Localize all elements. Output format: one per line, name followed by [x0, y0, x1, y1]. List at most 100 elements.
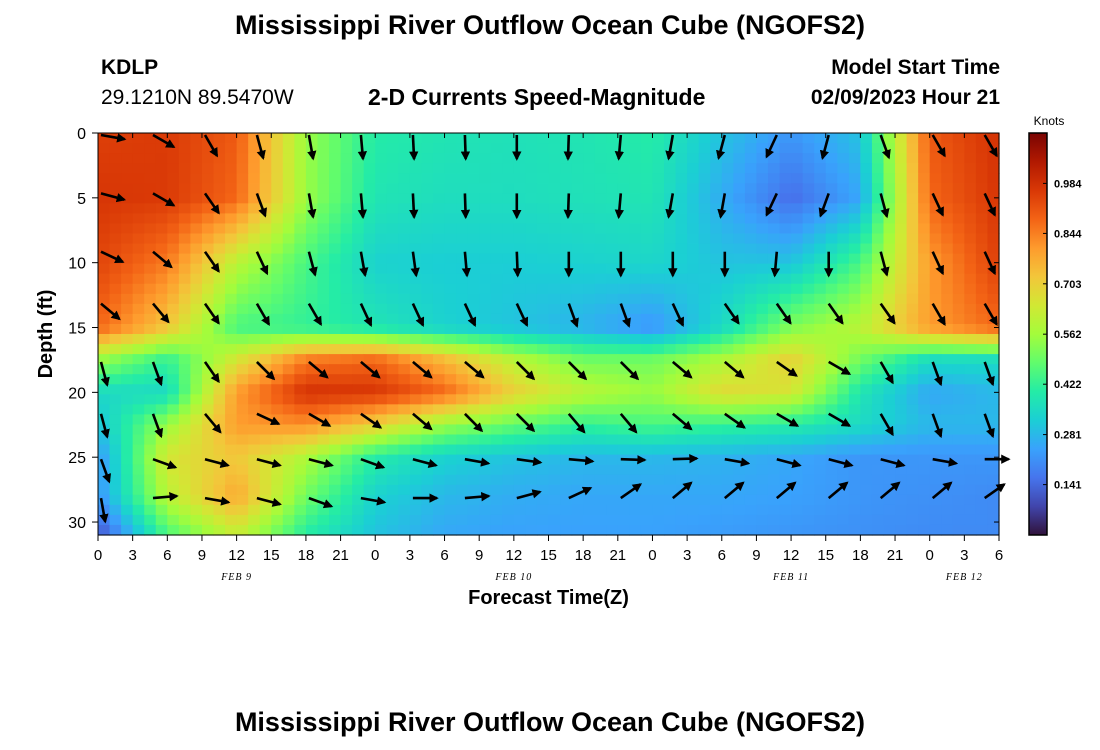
- colorbar-tick-label: 0.844: [1054, 228, 1082, 240]
- heatmap-cell: [952, 173, 965, 184]
- current-vector-arrow: [672, 453, 699, 464]
- current-vector-arrow: [99, 458, 112, 484]
- heatmap-cell: [779, 213, 792, 225]
- heatmap-cell: [317, 243, 330, 255]
- heatmap-cell: [756, 233, 769, 245]
- heatmap-cell: [583, 233, 596, 245]
- heatmap-cell: [721, 374, 734, 385]
- heatmap-cell: [860, 223, 873, 235]
- heatmap-cell: [352, 344, 365, 355]
- heatmap-cell: [271, 334, 284, 345]
- heatmap-cell: [467, 203, 480, 214]
- heatmap-cell: [294, 143, 307, 154]
- heatmap-cell: [502, 424, 515, 436]
- heatmap-cell: [791, 173, 804, 184]
- heatmap-cell: [340, 193, 353, 204]
- heatmap-cell: [767, 454, 781, 466]
- heatmap-cell: [329, 514, 342, 526]
- heatmap-cell: [548, 394, 561, 405]
- heatmap-cell: [352, 203, 365, 214]
- heatmap-cell: [513, 163, 526, 174]
- heatmap-cell: [964, 153, 977, 164]
- heatmap-cell: [733, 183, 746, 194]
- heatmap-cell: [837, 434, 850, 446]
- heatmap-cell: [918, 424, 931, 436]
- heatmap-cell: [964, 514, 977, 526]
- heatmap-cell: [305, 183, 319, 194]
- heatmap-cell: [259, 283, 272, 295]
- heatmap-cell: [178, 173, 192, 184]
- heatmap-cell: [560, 374, 573, 385]
- heatmap-cell: [779, 374, 792, 385]
- current-vector-arrow: [307, 302, 323, 327]
- heatmap-cell: [848, 143, 861, 154]
- heatmap-cell: [363, 143, 376, 154]
- heatmap-cell: [640, 394, 654, 405]
- heatmap-cell: [664, 173, 677, 184]
- heatmap-cell: [975, 494, 989, 506]
- heatmap-cell: [190, 424, 203, 436]
- heatmap-cell: [132, 293, 145, 305]
- heatmap-cell: [675, 233, 688, 245]
- heatmap-cell: [352, 384, 365, 395]
- heatmap-cell: [652, 253, 665, 265]
- heatmap-cell: [271, 434, 284, 446]
- heatmap-cell: [675, 263, 688, 275]
- x-tick-label: 3: [683, 547, 691, 564]
- heatmap-cell: [560, 183, 573, 194]
- heatmap-cell: [964, 354, 977, 365]
- heatmap-cell: [375, 253, 388, 265]
- heatmap-cell: [837, 444, 850, 456]
- heatmap-cell: [825, 524, 838, 536]
- heatmap-cell: [687, 424, 700, 436]
- heatmap-cell: [617, 173, 630, 184]
- heatmap-cell: [525, 524, 538, 536]
- heatmap-cell: [883, 163, 896, 174]
- heatmap-cell: [883, 303, 896, 315]
- heatmap-cell: [167, 384, 180, 395]
- heatmap-cell: [767, 334, 781, 345]
- heatmap-cell: [767, 233, 781, 245]
- heatmap-cell: [121, 183, 134, 194]
- heatmap-cell: [895, 524, 908, 536]
- heatmap-cell: [733, 494, 746, 506]
- heatmap-cell: [883, 133, 896, 144]
- heatmap-cell: [698, 223, 711, 235]
- heatmap-cell: [987, 253, 1000, 265]
- heatmap-cell: [352, 354, 365, 365]
- heatmap-cell: [941, 524, 954, 536]
- heatmap-cell: [698, 243, 711, 255]
- heatmap-cell: [398, 323, 411, 335]
- heatmap-cell: [282, 203, 295, 214]
- heatmap-cell: [432, 504, 446, 516]
- heatmap-cell: [456, 334, 469, 345]
- heatmap-cell: [386, 153, 399, 164]
- heatmap-cell: [791, 163, 804, 174]
- heatmap-cell: [918, 323, 931, 335]
- heatmap-cell: [629, 364, 642, 375]
- heatmap-cell: [594, 414, 607, 426]
- x-tick-label: 12: [783, 547, 800, 564]
- heatmap-cell: [536, 374, 550, 385]
- colorbar-tick-label: 0.141: [1054, 480, 1082, 492]
- heatmap-cell: [941, 494, 954, 506]
- heatmap-cell: [225, 364, 238, 375]
- heatmap-cell: [178, 364, 192, 375]
- heatmap-cell: [929, 143, 942, 154]
- heatmap-cell: [190, 183, 203, 194]
- heatmap-cell: [121, 374, 134, 385]
- heatmap-cell: [802, 524, 815, 536]
- heatmap-cell: [375, 484, 388, 496]
- heatmap-cell: [329, 283, 342, 295]
- heatmap-cell: [536, 364, 550, 375]
- heatmap-cell: [675, 183, 688, 194]
- heatmap-cell: [155, 163, 168, 174]
- heatmap-cell: [294, 273, 307, 285]
- heatmap-cell: [548, 334, 561, 345]
- heatmap-cell: [640, 293, 654, 305]
- heatmap-cell: [398, 223, 411, 235]
- heatmap-cell: [721, 394, 734, 405]
- current-vector-arrow: [827, 302, 844, 325]
- heatmap-cell: [941, 364, 954, 375]
- heatmap-cell: [375, 344, 388, 355]
